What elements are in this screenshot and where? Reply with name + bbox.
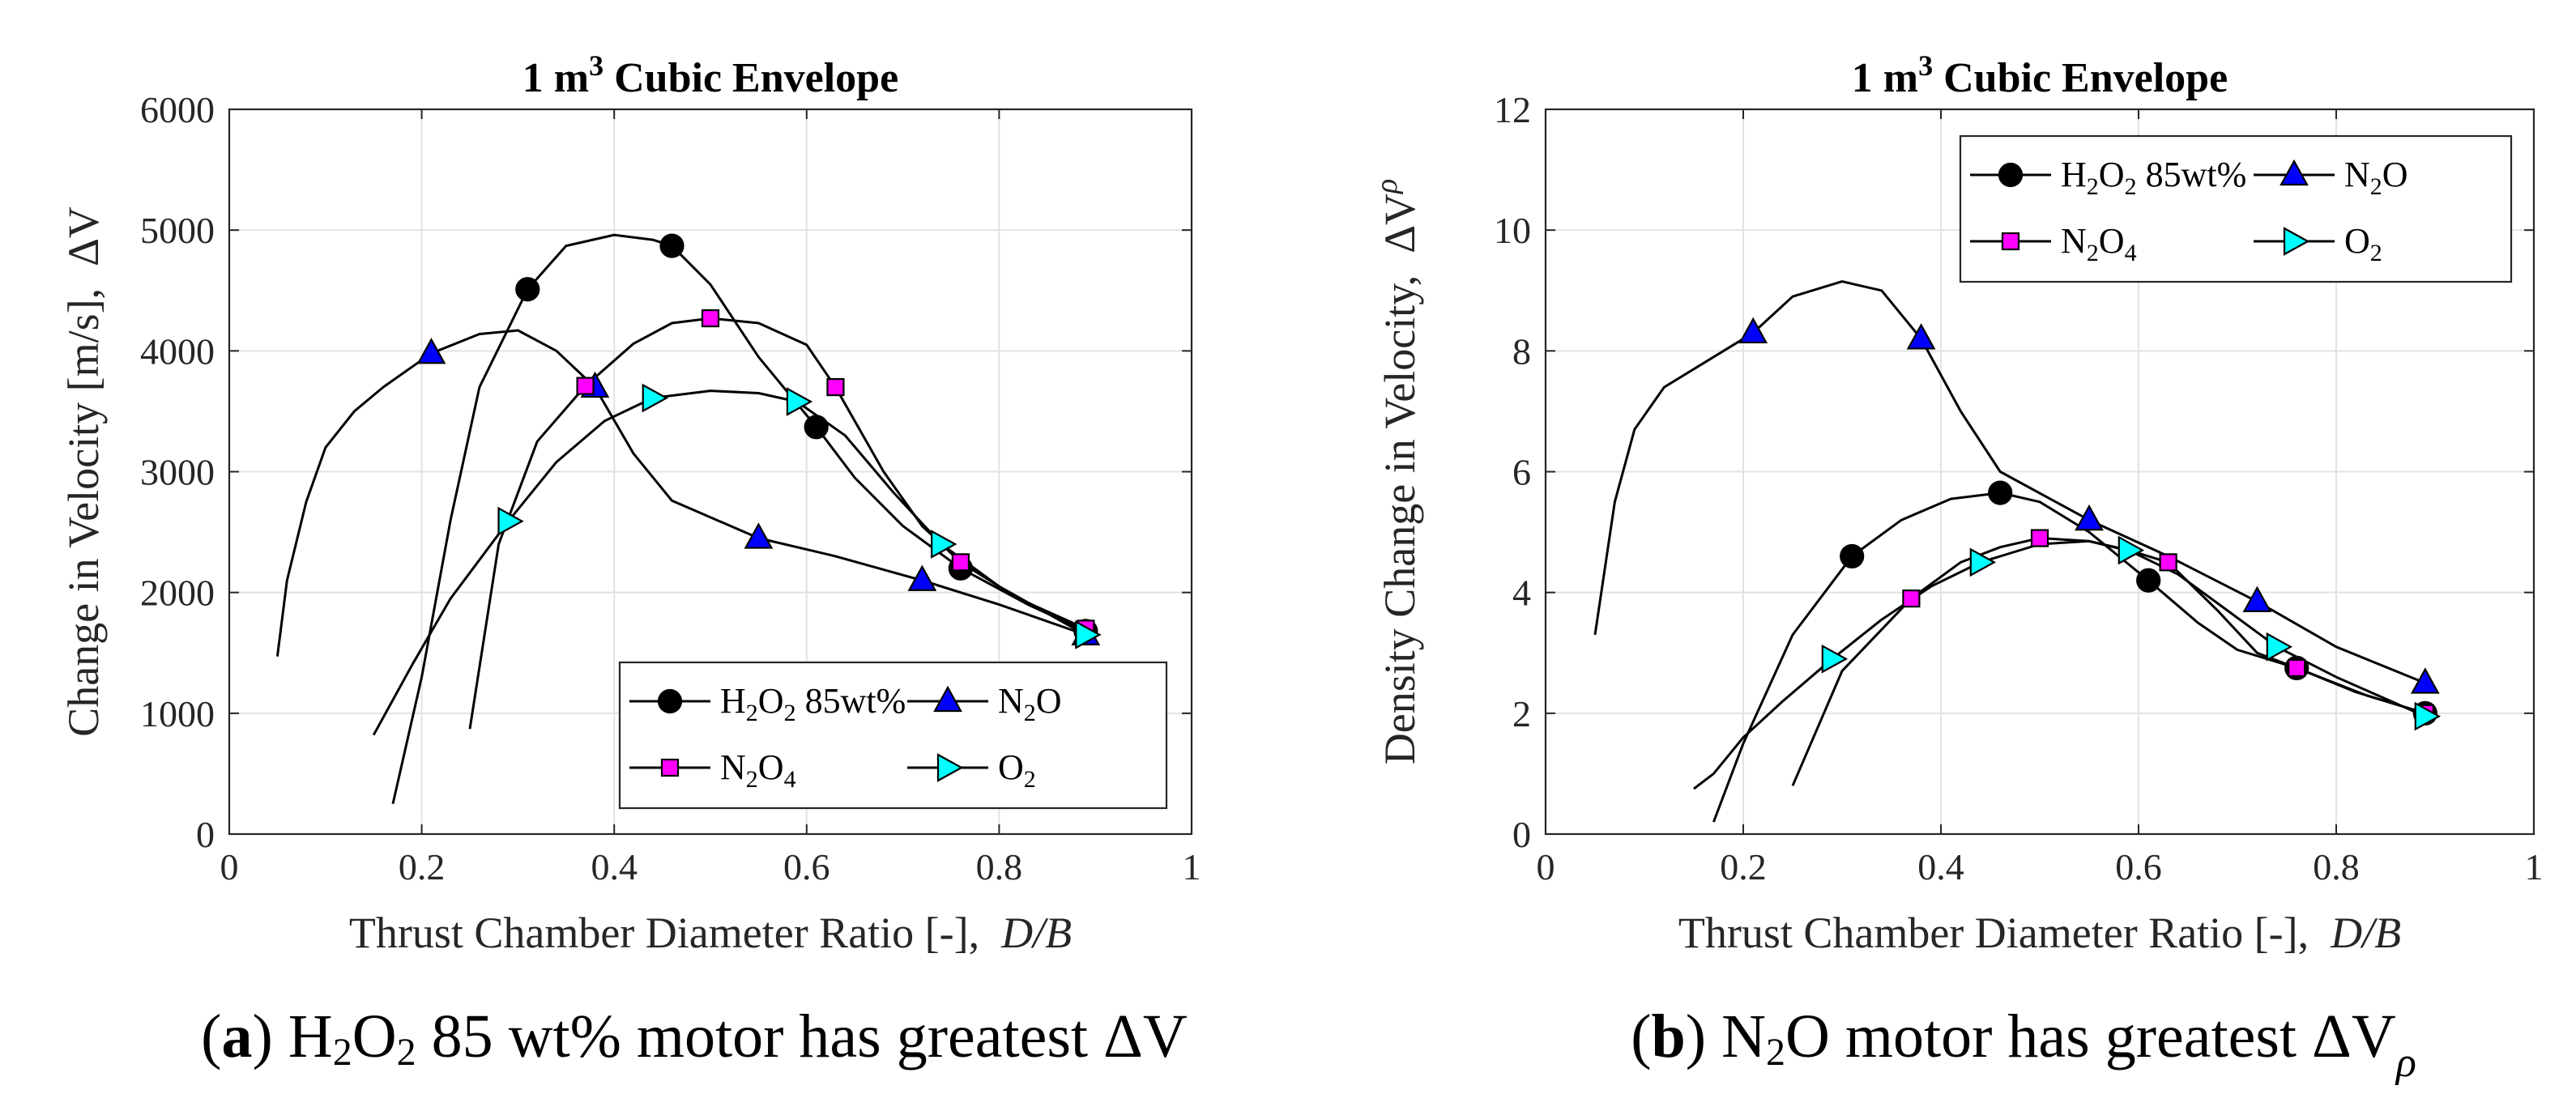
legend-label-n2o: N2O <box>998 681 1062 726</box>
y-tick-label: 2 <box>1512 693 1531 734</box>
marker-h2o2 <box>1840 543 1865 569</box>
marker-o2 <box>931 530 957 559</box>
series-line-o2 <box>1693 539 2426 790</box>
legend: H2O2 85wt% N2O N2O4 O2 <box>1959 134 2513 283</box>
marker-n2o4 <box>701 309 720 328</box>
x-tick-label: 0.6 <box>2115 846 2162 888</box>
y-tick-label: 3000 <box>140 452 215 493</box>
marker-n2o4 <box>951 553 970 572</box>
marker-n2o4 <box>2159 553 2177 572</box>
legend-label-h2o2: H2O2 85wt% <box>2061 155 2246 200</box>
legend-marker-o2 <box>2283 227 2310 256</box>
x-tick-label: 0.6 <box>783 846 830 888</box>
x-tick-label: 1 <box>1183 846 1201 888</box>
marker-n2o <box>2410 667 2440 694</box>
marker-h2o2 <box>1988 480 2013 505</box>
series-line-h2o2 <box>1712 492 2426 823</box>
marker-o2 <box>1075 620 1102 649</box>
marker-o2 <box>1969 547 1997 577</box>
legend-label-n2o4: N2O4 <box>720 747 796 793</box>
marker-h2o2 <box>804 415 829 440</box>
x-tick-label: 0.4 <box>591 846 638 888</box>
legend-marker-n2o4 <box>660 758 680 777</box>
marker-o2 <box>2266 632 2293 662</box>
x-tick-label: 0 <box>220 846 239 888</box>
legend-label-o2: O2 <box>2344 221 2382 266</box>
legend-label-n2o: N2O <box>2344 155 2408 200</box>
series-line-n2o <box>275 329 1086 657</box>
marker-o2 <box>786 387 813 416</box>
legend-label-n2o4: N2O4 <box>2061 221 2137 266</box>
x-axis-label: Thrust Chamber Diameter Ratio [-], D/B <box>349 909 1072 957</box>
marker-n2o <box>2075 504 2104 531</box>
y-tick-label: 10 <box>1494 210 1531 251</box>
marker-o2 <box>642 383 668 413</box>
legend-marker-n2o <box>933 685 962 713</box>
y-tick-label: 1000 <box>140 693 215 734</box>
marker-n2o <box>1738 317 1768 344</box>
x-tick-label: 1 <box>2525 846 2544 888</box>
legend-marker-o2 <box>936 753 964 782</box>
y-tick-label: 4000 <box>140 330 215 372</box>
y-tick-label: 12 <box>1494 89 1531 130</box>
marker-o2 <box>497 506 524 536</box>
marker-n2o4 <box>576 377 595 395</box>
x-tick-label: 0 <box>1537 846 1555 888</box>
marker-h2o2 <box>2136 568 2161 593</box>
x-tick-label: 0.4 <box>1917 846 1964 888</box>
marker-n2o <box>1906 323 1936 350</box>
x-tick-label: 0.2 <box>399 846 446 888</box>
marker-n2o <box>416 338 446 364</box>
chart-title: 1 m3 Cubic Envelope <box>522 49 898 101</box>
legend-marker-h2o2 <box>657 688 683 714</box>
x-tick-label: 0.2 <box>1720 846 1767 888</box>
legend-marker-n2o <box>2280 159 2309 186</box>
marker-h2o2 <box>515 277 540 302</box>
legend-marker-n2o4 <box>2001 232 2020 251</box>
chart-title: 1 m3 Cubic Envelope <box>1852 49 2228 101</box>
x-tick-label: 0.8 <box>2313 846 2360 888</box>
y-axis-label: Density Change in Velocity, ΔVρ <box>1370 179 1424 764</box>
legend-label-o2: O2 <box>998 747 1036 793</box>
marker-n2o <box>744 522 774 549</box>
marker-n2o4 <box>826 377 845 397</box>
x-axis-label: Thrust Chamber Diameter Ratio [-], D/B <box>1678 909 2401 957</box>
marker-o2 <box>1821 644 1849 674</box>
panel-caption: (a) H2O2 85 wt% motor has greatest ΔV <box>201 1002 1188 1074</box>
marker-n2o4 <box>2030 529 2049 547</box>
y-tick-label: 4 <box>1512 573 1531 614</box>
x-tick-label: 0.8 <box>976 846 1023 888</box>
y-tick-label: 5000 <box>140 210 215 251</box>
legend: H2O2 85wt% N2O N2O4 O2 <box>618 661 1168 810</box>
marker-h2o2 <box>659 233 685 258</box>
legend-box <box>1959 134 2513 283</box>
y-tick-label: 8 <box>1512 330 1531 372</box>
legend-label-h2o2: H2O2 85wt% <box>720 681 906 726</box>
marker-o2 <box>2118 535 2145 565</box>
y-tick-label: 0 <box>196 814 215 855</box>
marker-o2 <box>2414 701 2442 731</box>
y-axis-label: Change in Velocity [m/s], ΔV <box>59 206 108 737</box>
series-line-o2 <box>372 389 1087 736</box>
marker-n2o4 <box>1902 590 1921 608</box>
y-tick-label: 6 <box>1512 452 1531 493</box>
panel-a: 0 0.2 0.4 0.6 0.8 1 0 1000 2000 3000 4000 5000 6000 1… <box>59 49 1201 1074</box>
series-line-n2o <box>1593 280 2426 684</box>
marker-n2o <box>2242 585 2272 612</box>
y-tick-label: 2000 <box>140 573 215 614</box>
legend-box <box>618 661 1168 810</box>
marker-n2o <box>907 564 937 591</box>
legend-marker-h2o2 <box>1998 162 2024 188</box>
y-tick-label: 6000 <box>140 89 215 130</box>
y-tick-label: 0 <box>1512 814 1531 855</box>
panel-caption: (b) N2O motor has greatest ΔVρ <box>1631 1002 2416 1086</box>
marker-n2o4 <box>2288 658 2306 677</box>
